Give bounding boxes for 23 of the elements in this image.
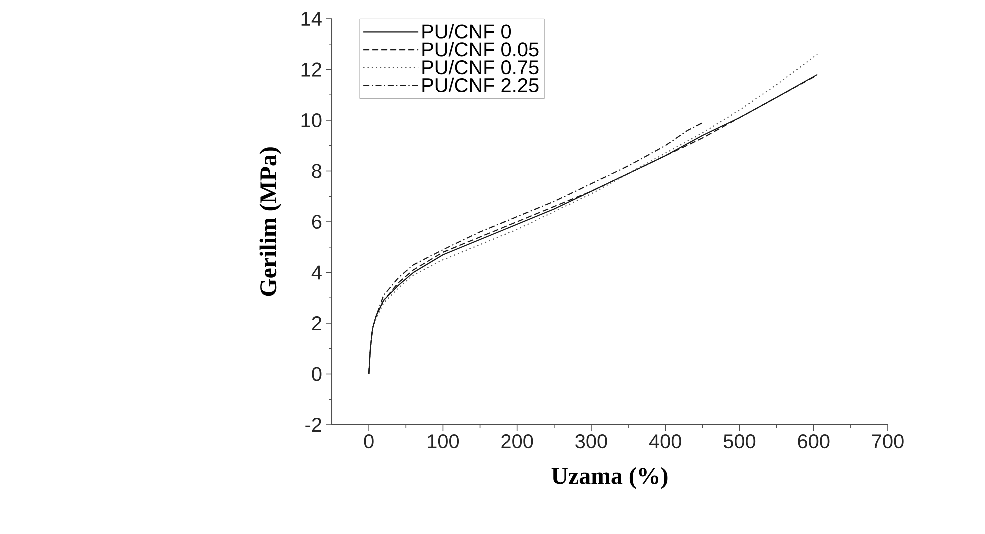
legend-label: PU/CNF 2.25 [422,78,539,93]
y-tick-label: 8 [312,164,322,178]
y-tick-label: 4 [312,266,322,280]
legend-label: PU/CNF 0 [422,24,512,39]
x-tick-label: 300 [576,434,608,449]
x-tick-label: 100 [428,434,460,449]
x-axis-title: Uzama (%) [552,467,668,490]
y-tick-label: 0 [312,367,322,382]
x-tick-label: 200 [502,434,534,449]
x-tick-label: 500 [724,434,756,449]
y-tick-label: 14 [302,12,322,26]
y-tick-label: 12 [302,62,322,77]
y-axis-title: Gerilim (MPa) [260,148,282,296]
legend-label: PU/CNF 0.05 [422,42,539,57]
y-tick-label: 6 [312,214,322,230]
x-tick-label: 700 [872,434,904,449]
x-tick-label: 600 [798,434,830,449]
y-tick-label: -2 [306,418,322,432]
x-tick-label: 400 [649,434,682,449]
x-tick-label: 0 [364,434,374,449]
legend-label: PU/CNF 0.75 [422,60,539,75]
y-tick-label: 2 [312,316,322,330]
y-tick-label: 10 [302,113,322,128]
